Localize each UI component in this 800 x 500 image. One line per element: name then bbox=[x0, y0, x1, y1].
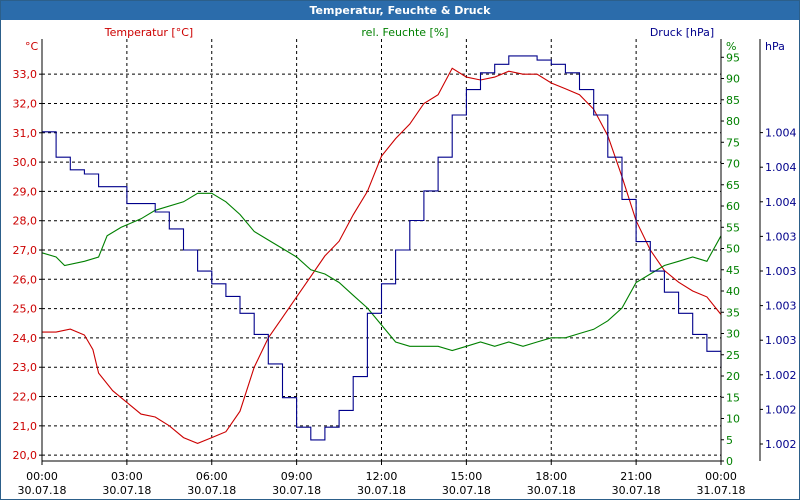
temperature-tick-label: 25,0 bbox=[13, 303, 38, 316]
axes: 00:0030.07.1803:0030.07.1806:0030.07.180… bbox=[13, 26, 797, 497]
x-tick-time: 15:00 bbox=[451, 470, 483, 483]
humidity-tick-label: 0 bbox=[726, 455, 733, 468]
humidity-tick-label: 20 bbox=[726, 370, 740, 383]
pressure-tick-label: 1.003 bbox=[765, 300, 797, 313]
humidity-tick-label: 70 bbox=[726, 158, 740, 171]
x-tick-time: 21:00 bbox=[620, 470, 652, 483]
temperature-tick-label: 28,0 bbox=[13, 215, 38, 228]
legend-humidity: rel. Feuchte [%] bbox=[361, 26, 448, 39]
humidity-tick-label: 5 bbox=[726, 434, 733, 447]
humidity-tick-label: 75 bbox=[726, 136, 740, 149]
humidity-tick-label: 50 bbox=[726, 243, 740, 256]
temperature-tick-label: 20,0 bbox=[13, 449, 38, 462]
pressure-tick-label: 1.004 bbox=[765, 196, 797, 209]
pressure-tick-label: 1.004 bbox=[765, 161, 797, 174]
humidity-tick-label: 90 bbox=[726, 73, 740, 86]
humidity-tick-label: 80 bbox=[726, 115, 740, 128]
x-tick-date: 31.07.18 bbox=[697, 484, 746, 497]
temperature-tick-label: 22,0 bbox=[13, 391, 38, 404]
humidity-tick-label: 30 bbox=[726, 328, 740, 341]
x-tick-date: 30.07.18 bbox=[612, 484, 661, 497]
x-tick-time: 12:00 bbox=[366, 470, 398, 483]
humidity-tick-label: 15 bbox=[726, 391, 740, 404]
x-tick-date: 30.07.18 bbox=[357, 484, 406, 497]
pressure-tick-label: 1.002 bbox=[765, 403, 797, 416]
temperature-tick-label: 21,0 bbox=[13, 420, 38, 433]
temperature-tick-label: 29,0 bbox=[13, 185, 38, 198]
temperature-tick-label: 33,0 bbox=[13, 68, 38, 81]
x-tick-date: 30.07.18 bbox=[187, 484, 236, 497]
humidity-unit: % bbox=[726, 40, 736, 53]
humidity-tick-label: 65 bbox=[726, 179, 740, 192]
temperature-tick-label: 27,0 bbox=[13, 244, 38, 257]
legend-temperature: Temperatur [°C] bbox=[104, 26, 193, 39]
pressure-tick-label: 1.002 bbox=[765, 438, 797, 451]
pressure-tick-label: 1.002 bbox=[765, 369, 797, 382]
temperature-tick-label: 30,0 bbox=[13, 156, 38, 169]
x-tick-time: 09:00 bbox=[281, 470, 313, 483]
pressure-tick-label: 1.003 bbox=[765, 230, 797, 243]
chart-title: Temperatur, Feuchte & Druck bbox=[309, 4, 491, 17]
x-tick-date: 30.07.18 bbox=[102, 484, 151, 497]
humidity-tick-label: 40 bbox=[726, 285, 740, 298]
grid bbox=[42, 39, 721, 461]
legend-pressure: Druck [hPa] bbox=[650, 26, 714, 39]
x-tick-date: 30.07.18 bbox=[527, 484, 576, 497]
temperature-tick-label: 32,0 bbox=[13, 97, 38, 110]
humidity-tick-label: 35 bbox=[726, 306, 740, 319]
humidity-tick-label: 45 bbox=[726, 264, 740, 277]
temperature-tick-label: 26,0 bbox=[13, 273, 38, 286]
temperature-tick-label: 23,0 bbox=[13, 361, 38, 374]
humidity-tick-label: 10 bbox=[726, 413, 740, 426]
pressure-tick-label: 1.003 bbox=[765, 334, 797, 347]
pressure-unit: hPa bbox=[765, 40, 785, 53]
x-tick-time: 03:00 bbox=[111, 470, 143, 483]
x-tick-time: 06:00 bbox=[196, 470, 228, 483]
x-tick-time: 18:00 bbox=[535, 470, 567, 483]
title-bar: Temperatur, Feuchte & Druck bbox=[1, 1, 799, 20]
x-tick-time: 00:00 bbox=[26, 470, 58, 483]
humidity-tick-label: 95 bbox=[726, 51, 740, 64]
humidity-tick-label: 60 bbox=[726, 200, 740, 213]
humidity-tick-label: 85 bbox=[726, 94, 740, 107]
x-tick-date: 30.07.18 bbox=[18, 484, 67, 497]
pressure-tick-label: 1.004 bbox=[765, 127, 797, 140]
series-line-humidity bbox=[41, 192, 722, 352]
x-tick-date: 30.07.18 bbox=[272, 484, 321, 497]
x-tick-time: 00:00 bbox=[705, 470, 737, 483]
humidity-tick-label: 55 bbox=[726, 221, 740, 234]
temperature-unit: °C bbox=[25, 40, 39, 53]
series-layer bbox=[41, 55, 722, 444]
series-line-pressure bbox=[42, 55, 722, 441]
temperature-tick-label: 24,0 bbox=[13, 332, 38, 345]
x-tick-date: 30.07.18 bbox=[442, 484, 491, 497]
temperature-tick-label: 31,0 bbox=[13, 127, 38, 140]
pressure-tick-label: 1.003 bbox=[765, 265, 797, 278]
series-line-temperature bbox=[42, 67, 722, 444]
humidity-tick-label: 25 bbox=[726, 349, 740, 362]
